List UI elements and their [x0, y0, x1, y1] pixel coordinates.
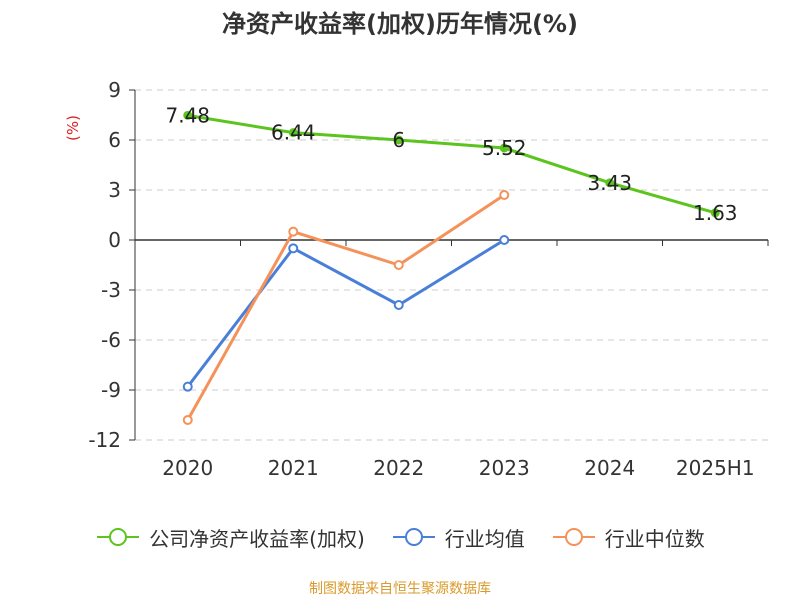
legend: 公司净资产收益率(加权) 行业均值 行业中位数 [0, 517, 800, 557]
data-label: 5.52 [482, 136, 527, 160]
x-tick-label: 2025H1 [676, 456, 755, 480]
axes: 9 6 3 0 -3 -6 -9 -12 2020 2021 2022 2023 2024 2025H1 [88, 78, 769, 480]
legend-item-industry-mean[interactable]: 行业均值 [391, 523, 525, 552]
data-point[interactable] [288, 128, 298, 138]
x-tick-label: 2020 [162, 456, 213, 480]
data-label: 3.43 [587, 171, 632, 195]
legend-marker-icon [97, 528, 140, 546]
series-line [186, 238, 506, 388]
x-tick-label: 2021 [268, 456, 319, 480]
legend-label: 行业均值 [444, 526, 525, 551]
y-tick-label: -6 [101, 328, 121, 352]
x-tick-label: 2022 [373, 456, 424, 480]
data-point[interactable] [710, 208, 720, 218]
source-note: 制图数据来自恒生聚源数据库 [309, 581, 491, 597]
series-line [186, 193, 506, 421]
legend-marker-icon [392, 528, 435, 546]
y-tick-label: -9 [101, 378, 121, 402]
data-point[interactable] [183, 110, 193, 120]
data-point[interactable] [394, 135, 404, 145]
x-tick-label: 2023 [479, 456, 530, 480]
data-point[interactable] [499, 235, 510, 245]
y-axis-label: (%) [64, 115, 82, 141]
data-point[interactable] [499, 143, 509, 153]
legend-label: 公司净资产收益率(加权) [149, 526, 365, 551]
legend-label: 行业中位数 [604, 526, 705, 551]
y-tick-label: 9 [108, 78, 121, 102]
data-point[interactable] [182, 381, 193, 392]
y-tick-label: 3 [108, 178, 121, 202]
data-point[interactable] [393, 260, 404, 270]
data-point[interactable] [288, 226, 299, 237]
y-tick-label: 0 [108, 228, 121, 252]
data-point[interactable] [182, 415, 193, 425]
x-tick-label: 2024 [584, 456, 635, 480]
data-point[interactable] [499, 190, 510, 200]
legend-item-industry-median[interactable]: 行业中位数 [551, 523, 705, 552]
y-tick-label: -12 [88, 428, 121, 452]
chart-title: 净资产收益率(加权)历年情况(%) [222, 10, 578, 38]
series-lines [182, 110, 720, 425]
y-tick-label: -3 [101, 278, 121, 302]
data-label: 6 [392, 128, 405, 152]
y-tick-label: 6 [108, 128, 121, 152]
data-label: 7.48 [165, 103, 210, 127]
data-labels: 7.48 6.44 6 5.52 3.43 1.63 [165, 103, 737, 224]
data-point[interactable] [393, 300, 404, 310]
legend-item-company[interactable]: 公司净资产收益率(加权) [95, 523, 365, 552]
data-label: 1.63 [693, 201, 738, 225]
data-point[interactable] [288, 243, 299, 254]
series-line [187, 113, 716, 215]
data-point[interactable] [605, 178, 615, 188]
legend-marker-icon [552, 528, 595, 546]
data-label: 6.44 [271, 121, 316, 145]
